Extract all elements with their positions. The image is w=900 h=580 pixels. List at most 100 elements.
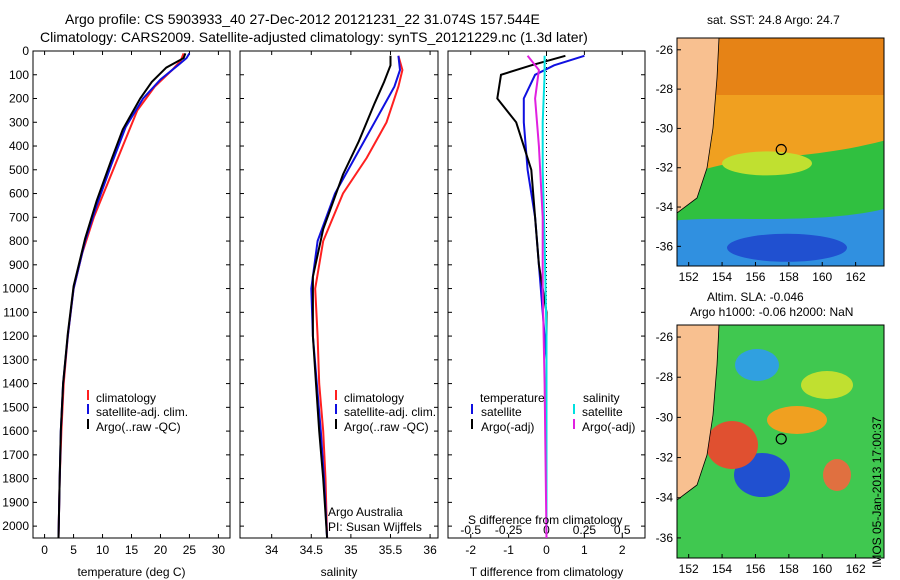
argo-position-marker xyxy=(775,433,787,445)
map-content xyxy=(677,38,884,266)
sla-map-title-2: Argo h1000: -0.06 h2000: NaN xyxy=(690,305,853,319)
y-tick-label: 1200 xyxy=(2,329,29,343)
difference-legend: temperature salinity satellite Argo(-adj… xyxy=(468,391,635,527)
map-frame xyxy=(676,324,885,559)
sla-map: 152 154 156 158 160 162 -26 -28 -30 -32 -34 -36 xyxy=(656,324,885,576)
header-line1: Argo profile: CS 5903933_40 27-Dec-2012 … xyxy=(65,11,540,27)
x-tick-label: 0 xyxy=(543,543,550,557)
map-y-tick-label: -32 xyxy=(656,161,674,175)
y-tick-label: 800 xyxy=(9,234,29,248)
map-y-tick-label: -30 xyxy=(656,410,674,424)
legend-label-satellite: satellite-adj. clim. xyxy=(96,405,188,419)
map-x-tick-label: 152 xyxy=(679,562,699,576)
y-tick-label: 1800 xyxy=(2,472,29,486)
sla-map-title-1: Altim. SLA: -0.046 xyxy=(707,290,804,304)
x-tick-label: 30 xyxy=(212,543,226,557)
x-tick-label: 20 xyxy=(154,543,168,557)
x-tick-label: 0 xyxy=(41,543,48,557)
x-tick-label: 36 xyxy=(423,543,437,557)
plot-frame xyxy=(32,50,231,539)
legend-title-temperature: temperature xyxy=(480,391,545,405)
top-axis-label: S difference from climatology xyxy=(468,513,623,527)
legend-label-t-satellite: satellite xyxy=(481,405,522,419)
legend-label-t-argo: Argo(-adj) xyxy=(481,420,534,434)
plot-frame xyxy=(239,50,439,539)
y-tick-label: 1100 xyxy=(3,305,29,319)
x-axis-label: salinity xyxy=(321,565,358,579)
top-tick-label: -0.5 xyxy=(460,523,481,537)
x-tick-label: 1 xyxy=(581,543,588,557)
y-tick-label: 500 xyxy=(9,163,29,177)
sst-front xyxy=(722,151,812,176)
temperature-panel: 0 5 10 15 20 25 300100200300400500600700800900… xyxy=(2,44,231,579)
difference-panel: -2 -1 0 1 2-0.5 -0.25 0 0.25 0.5T difference fro… xyxy=(447,50,646,579)
legend-label-argo: Argo(..raw -QC) xyxy=(96,420,181,434)
x-tick-label: -2 xyxy=(465,543,476,557)
y-tick-label: 700 xyxy=(9,210,29,224)
y-tick-label: 200 xyxy=(9,92,29,106)
y-tick-label: 2000 xyxy=(2,519,29,533)
map-content xyxy=(677,325,884,558)
map-y-tick-label: -26 xyxy=(656,330,674,344)
sla-low xyxy=(735,349,779,381)
sla-mid xyxy=(801,371,853,399)
sla-low xyxy=(734,453,790,497)
series-line xyxy=(311,55,392,539)
map-x-tick-label: 158 xyxy=(779,562,799,576)
map-frame xyxy=(676,37,885,267)
x-tick-label: 35 xyxy=(344,543,358,557)
imos-timestamp: IMOS 05-Jan-2013 17:00:37 xyxy=(870,416,884,568)
map-x-tick-label: 162 xyxy=(846,270,866,284)
x-axis-label: temperature (deg C) xyxy=(77,565,185,579)
map-y-tick-label: -28 xyxy=(656,370,674,384)
sst-map-title: sat. SST: 24.8 Argo: 24.7 xyxy=(707,13,840,27)
map-y-tick-label: -34 xyxy=(656,200,674,214)
sla-high xyxy=(767,406,827,434)
x-tick-label: 2 xyxy=(619,543,626,557)
sst-cold-pool xyxy=(727,233,847,262)
y-tick-label: 300 xyxy=(9,115,29,129)
map-x-tick-label: 154 xyxy=(712,270,732,284)
map-x-tick-label: 156 xyxy=(745,270,765,284)
legend-title-salinity: salinity xyxy=(583,391,620,405)
series-line xyxy=(526,55,548,539)
top-tick-label: 0.5 xyxy=(614,523,631,537)
x-tick-label: 34 xyxy=(265,543,279,557)
sla-high xyxy=(823,459,851,491)
series-line xyxy=(310,55,402,539)
map-y-tick-label: -34 xyxy=(656,491,674,505)
series-line xyxy=(314,55,404,539)
y-tick-label: 900 xyxy=(9,258,29,272)
map-x-tick-label: 160 xyxy=(812,562,832,576)
argo-position-marker xyxy=(775,143,787,156)
annotation-institution: Argo Australia xyxy=(328,505,403,519)
legend-label-s-satellite: satellite xyxy=(582,405,623,419)
salinity-legend: climatology satellite-adj. clim. Argo(..… xyxy=(328,391,436,534)
y-tick-label: 1600 xyxy=(2,424,29,438)
x-tick-label: 10 xyxy=(96,543,110,557)
series-line xyxy=(541,55,548,538)
x-axis-label: T difference from climatology xyxy=(470,565,624,579)
y-tick-label: 1700 xyxy=(2,448,29,462)
map-y-tick-label: -32 xyxy=(656,451,674,465)
legend-label-climatology: climatology xyxy=(96,391,156,405)
y-tick-label: 600 xyxy=(9,187,29,201)
map-x-tick-label: 152 xyxy=(679,270,699,284)
y-tick-label: 1300 xyxy=(2,353,29,367)
y-tick-label: 400 xyxy=(9,139,29,153)
map-x-tick-label: 158 xyxy=(779,270,799,284)
sst-map: 152 154 156 158 160 162 -26 -28 -30 -32 -34 -36 xyxy=(656,37,885,284)
temperature-legend: climatology satellite-adj. clim. Argo(..… xyxy=(96,391,188,434)
map-y-tick-label: -26 xyxy=(656,43,674,57)
annotation-pi: PI: Susan Wijffels xyxy=(328,520,422,534)
sla-high xyxy=(706,421,758,469)
legend-label-climatology: climatology xyxy=(344,391,404,405)
map-y-tick-label: -28 xyxy=(656,82,674,96)
map-y-tick-label: -36 xyxy=(656,239,674,253)
legend-label-satellite: satellite-adj. clim. xyxy=(344,405,436,419)
x-tick-label: 35.5 xyxy=(379,543,403,557)
header-line2: Climatology: CARS2009. Satellite-adjuste… xyxy=(40,29,588,45)
x-tick-label: 5 xyxy=(70,543,77,557)
x-tick-label: 15 xyxy=(125,543,139,557)
